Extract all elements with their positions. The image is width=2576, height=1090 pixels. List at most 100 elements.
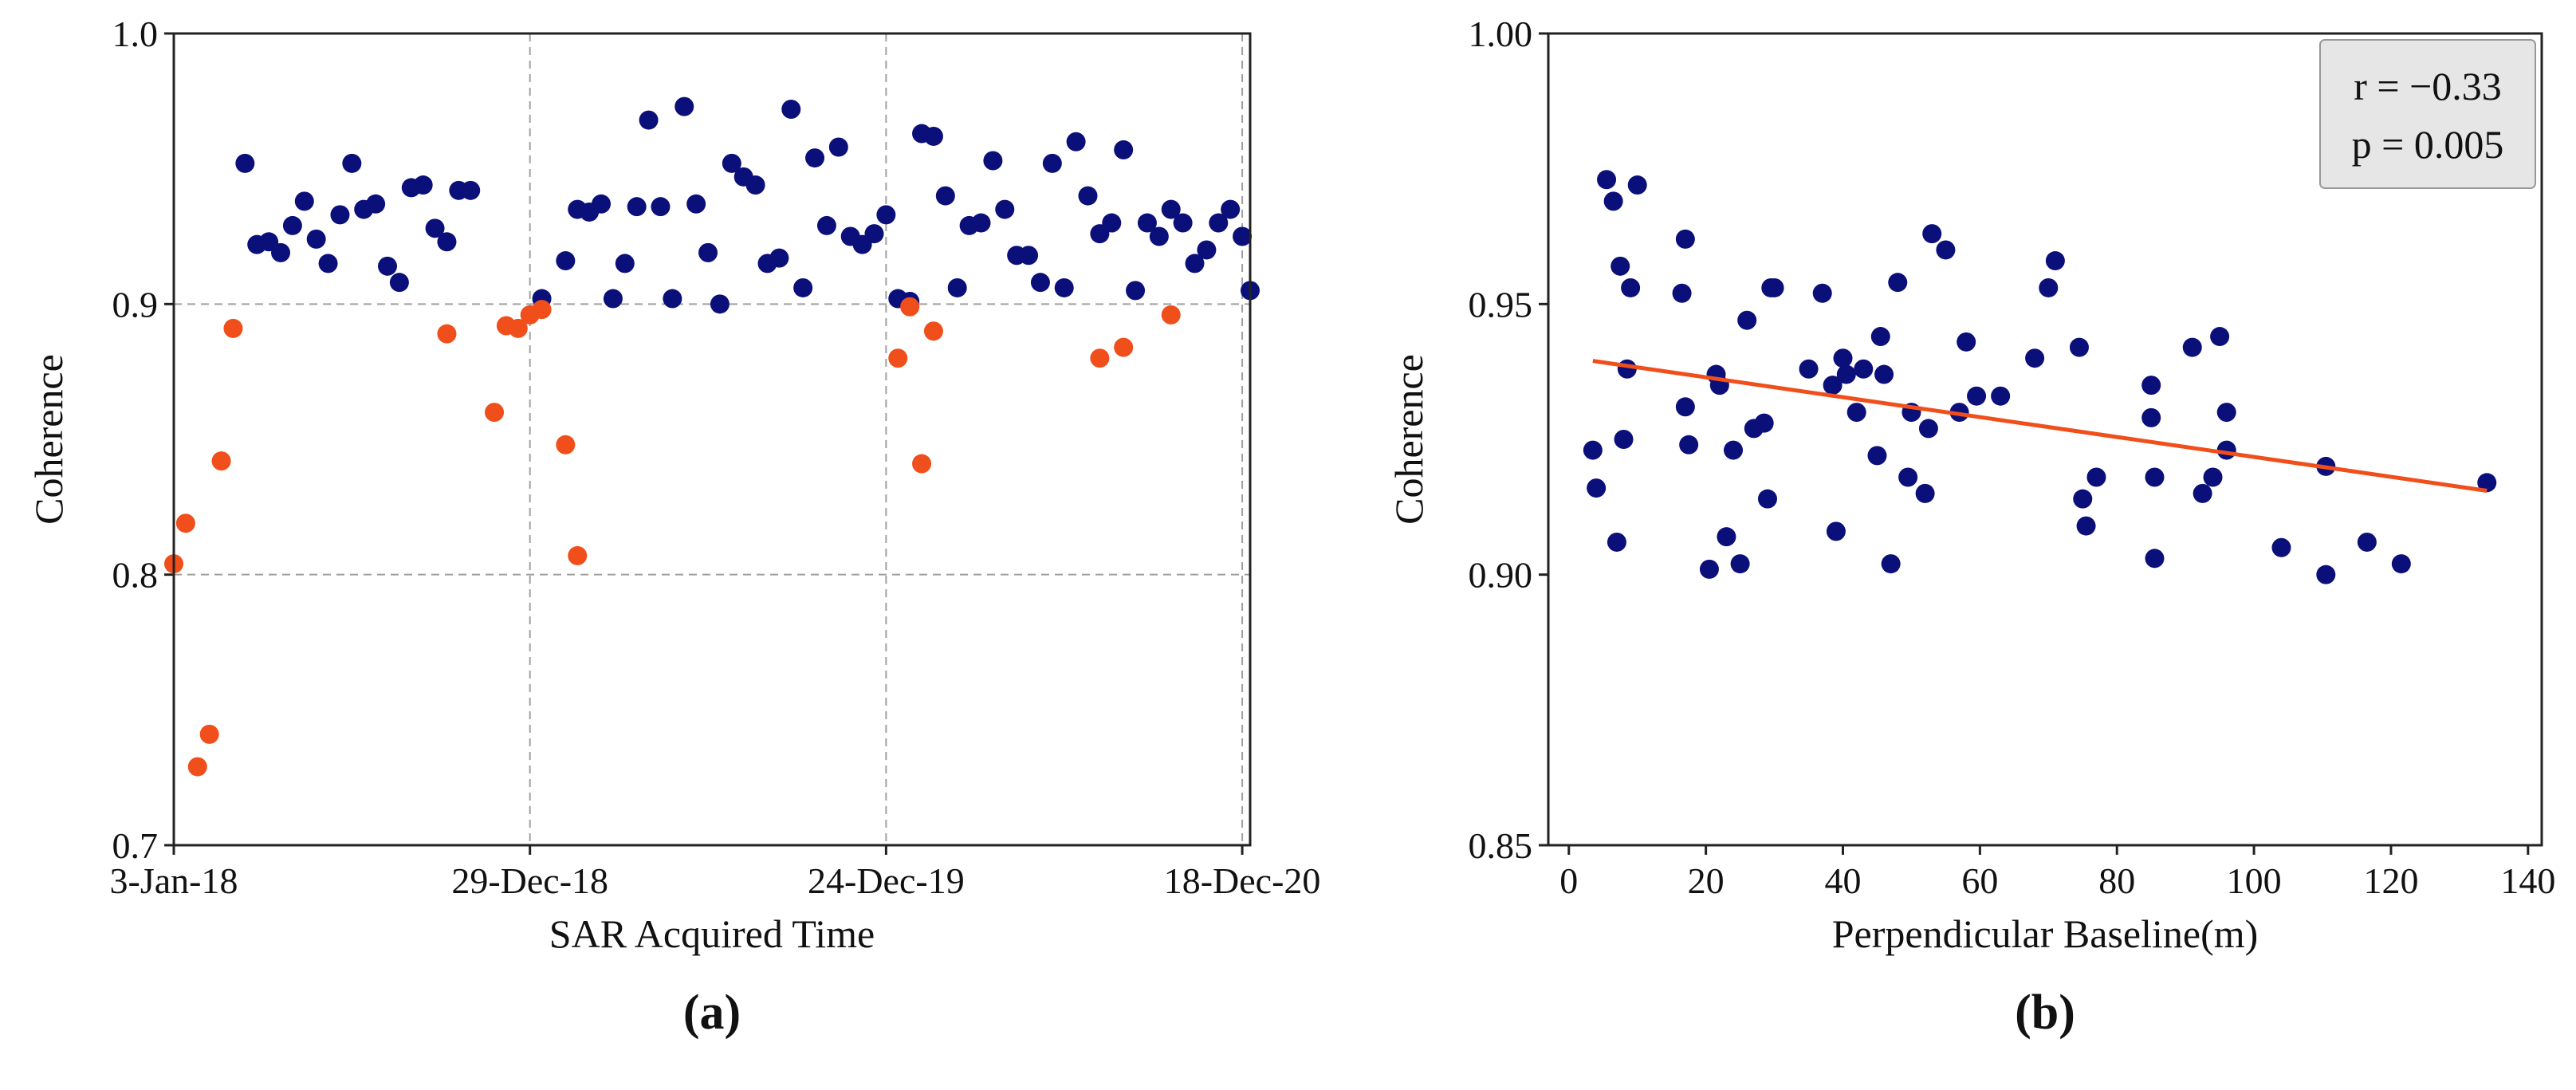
a-point-series-0 <box>271 242 291 262</box>
a-point-series-0 <box>1030 273 1050 293</box>
a-point-series-0 <box>282 215 302 235</box>
a-point-series-0 <box>1161 199 1181 219</box>
a-y-tick-label: 0.8 <box>112 555 159 596</box>
b-point-series-0 <box>2145 467 2165 487</box>
a-point-series-0 <box>686 194 706 214</box>
b-point-series-0 <box>1823 376 1843 395</box>
a-point-series-0 <box>947 277 967 297</box>
b-ticks: 0 20 40 60 80 100 120 140 0.85 0.90 0.95 1.00 <box>1469 14 2556 901</box>
a-point-series-0 <box>318 254 338 273</box>
b-point-series-0 <box>1754 413 1774 433</box>
a-point-series-0 <box>615 254 635 273</box>
b-x-tick-label: 140 <box>2500 860 2555 901</box>
b-point-series-0 <box>1610 256 1630 276</box>
b-point-series-0 <box>1597 170 1617 190</box>
b-point-series-0 <box>2045 251 2065 271</box>
b-y-tick-label: 1.00 <box>1469 14 1533 54</box>
a-point-series-1 <box>888 348 908 368</box>
a-point-series-0 <box>828 137 848 157</box>
a-point-series-1 <box>923 321 943 341</box>
b-point-series-0 <box>1967 386 1987 406</box>
b-point-series-0 <box>2357 532 2377 552</box>
b-x-tick-label: 60 <box>1961 860 1998 901</box>
a-x-tick-label: 18-Dec-20 <box>1164 860 1321 901</box>
b-point-series-0 <box>1717 527 1736 547</box>
b-point-series-0 <box>1730 554 1750 574</box>
b-point-series-0 <box>2141 376 2161 395</box>
a-point-series-0 <box>1185 254 1205 273</box>
b-point-series-0 <box>1583 440 1603 460</box>
a-point-series-0 <box>342 153 362 173</box>
a-point-series-1 <box>175 514 195 533</box>
a-point-series-0 <box>674 96 694 116</box>
a-point-series-0 <box>1078 186 1098 206</box>
a-plot-frame <box>172 32 1252 847</box>
a-point-series-1 <box>568 545 588 565</box>
b-point-series-0 <box>1881 554 1901 574</box>
a-y-tick-label: 0.7 <box>112 825 159 866</box>
a-point-series-0 <box>1054 277 1074 297</box>
b-point-series-0 <box>2025 348 2045 368</box>
a-point-series-0 <box>995 199 1015 219</box>
b-point-series-0 <box>1826 521 1846 541</box>
a-point-series-1 <box>211 451 231 471</box>
b-point-series-0 <box>1587 478 1607 498</box>
a-point-series-0 <box>306 229 326 249</box>
a-point-series-0 <box>864 224 884 244</box>
a-point-series-0 <box>816 215 836 235</box>
b-point-series-0 <box>1846 403 1866 423</box>
b-x-tick-label: 120 <box>2363 860 2418 901</box>
a-point-series-0 <box>330 205 350 225</box>
b-plot-frame <box>1547 32 2543 847</box>
b-point-series-0 <box>1833 348 1853 368</box>
b-legend-p: p = 0.005 <box>2352 122 2504 167</box>
b-point-series-0 <box>1679 435 1699 454</box>
b-data-points <box>1583 170 2497 584</box>
b-point-series-0 <box>2203 467 2223 487</box>
b-legend-box <box>2319 39 2536 189</box>
b-point-series-0 <box>1627 175 1647 195</box>
a-point-series-1 <box>1161 305 1181 325</box>
b-point-series-0 <box>2477 473 2497 493</box>
a-y-tick-label: 0.9 <box>112 284 159 325</box>
b-point-series-0 <box>2076 516 2096 536</box>
b-point-series-0 <box>1614 430 1634 449</box>
a-point-series-0 <box>366 194 386 214</box>
a-point-series-0 <box>556 251 576 271</box>
a-point-series-0 <box>876 205 896 225</box>
b-point-series-0 <box>1737 310 1757 330</box>
b-y-tick-label: 0.95 <box>1469 284 1533 325</box>
b-point-series-0 <box>2316 565 2336 584</box>
b-point-series-0 <box>2271 537 2291 557</box>
b-y-tick-label: 0.85 <box>1469 825 1533 866</box>
a-point-series-0 <box>592 194 612 214</box>
b-point-series-0 <box>2193 483 2212 503</box>
a-point-series-0 <box>1149 226 1169 246</box>
b-point-series-0 <box>1918 419 1938 439</box>
a-point-series-0 <box>698 242 718 262</box>
b-point-series-0 <box>2210 327 2230 347</box>
chart-b: 0 20 40 60 80 100 120 140 0.85 0.90 0.95 1.00 r = −… <box>1386 14 2555 1040</box>
a-point-series-0 <box>1233 226 1253 246</box>
b-point-series-0 <box>1764 277 1784 297</box>
a-point-series-0 <box>1197 240 1217 260</box>
a-point-series-0 <box>425 218 445 238</box>
b-x-axis-label: Perpendicular Baseline(m) <box>1832 911 2259 956</box>
b-point-series-0 <box>1898 467 1918 487</box>
a-point-series-0 <box>235 153 255 173</box>
a-point-series-1 <box>187 757 207 777</box>
b-fit-line <box>1592 359 2488 493</box>
b-point-series-0 <box>1915 483 1935 503</box>
a-panel-label: (a) <box>683 986 741 1040</box>
b-point-series-0 <box>2086 467 2106 487</box>
a-point-series-0 <box>639 110 659 130</box>
a-point-series-1 <box>223 318 243 338</box>
a-point-series-0 <box>1221 199 1241 219</box>
b-point-series-0 <box>1757 489 1777 509</box>
a-point-series-0 <box>805 148 825 168</box>
b-point-series-0 <box>1724 440 1744 460</box>
a-point-series-1 <box>912 454 932 474</box>
a-point-series-0 <box>769 248 789 268</box>
b-point-series-0 <box>2391 554 2411 574</box>
